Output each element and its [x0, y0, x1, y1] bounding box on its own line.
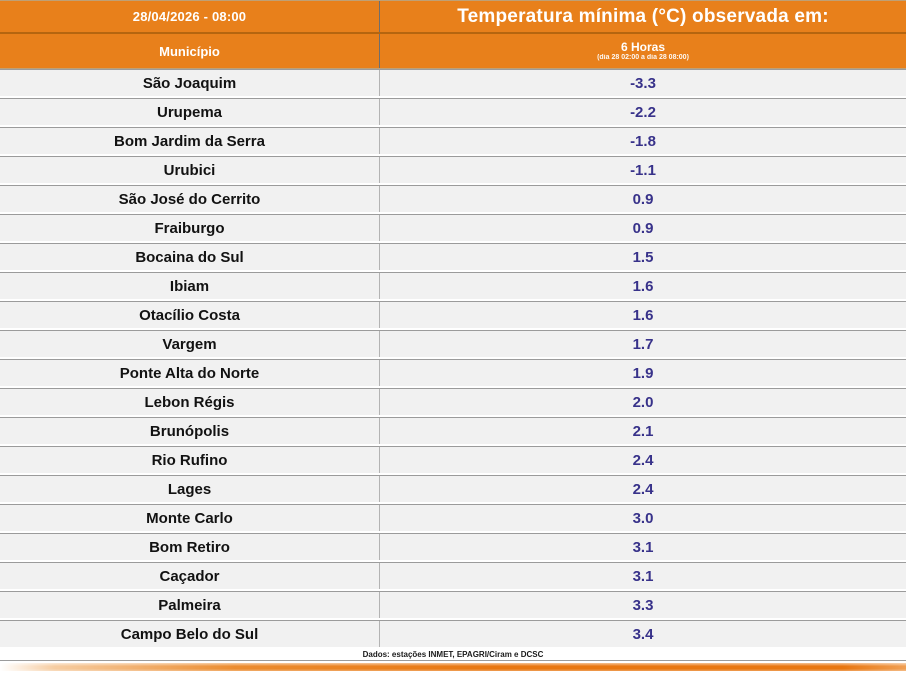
- temperature-value-cell: -3.3: [630, 74, 656, 92]
- temperature-value-cell: 0.9: [632, 190, 654, 208]
- municipality-cell: Lebon Régis: [0, 389, 380, 415]
- municipality-cell: Brunópolis: [0, 418, 380, 444]
- table-row: Palmeira 3.3: [0, 591, 906, 618]
- table-row: São José do Cerrito 0.9: [0, 185, 906, 212]
- temperature-value-cell: 1.9: [632, 364, 654, 382]
- data-rows-container: São Joaquim -3.3 Urupema -2.2 Bom Jardim…: [0, 69, 906, 647]
- report-title: Temperatura mínima (°C) observada em:: [457, 5, 829, 27]
- temperature-value-cell: 2.0: [632, 393, 654, 411]
- temperature-value-cell: 3.4: [632, 625, 654, 643]
- table-row: Bom Jardim da Serra -1.8: [0, 127, 906, 154]
- temperature-value-cell: 1.7: [632, 335, 654, 353]
- accent-bar: [0, 663, 906, 671]
- temperature-value-cell: 3.3: [632, 596, 654, 614]
- table-row: Bom Retiro 3.1: [0, 533, 906, 560]
- table-row: Caçador 3.1: [0, 562, 906, 589]
- table-row: Ibiam 1.6: [0, 272, 906, 299]
- municipality-cell: Vargem: [0, 331, 380, 357]
- municipality-cell: Lages: [0, 476, 380, 502]
- municipality-cell: Caçador: [0, 563, 380, 589]
- table-row: Urubici -1.1: [0, 156, 906, 183]
- table-row: Campo Belo do Sul 3.4: [0, 620, 906, 647]
- municipality-cell: Bom Jardim da Serra: [0, 128, 380, 154]
- temperature-value-cell: -1.1: [630, 161, 656, 179]
- table-row: Monte Carlo 3.0: [0, 504, 906, 531]
- municipality-cell: Ponte Alta do Norte: [0, 360, 380, 386]
- report-datetime: 28/04/2026 - 08:00: [132, 9, 247, 24]
- municipality-cell: Bom Retiro: [0, 534, 380, 560]
- table-row: Lebon Régis 2.0: [0, 388, 906, 415]
- table-row: São Joaquim -3.3: [0, 69, 906, 96]
- column-header-municipio: Município: [0, 34, 380, 68]
- temperature-value-cell: 3.1: [632, 567, 654, 585]
- table-row: Vargem 1.7: [0, 330, 906, 357]
- temperature-value-cell: 2.4: [632, 480, 654, 498]
- municipio-column-label: Município: [159, 43, 220, 59]
- temperature-value-cell: 1.6: [632, 306, 654, 324]
- header-title-cell: Temperatura mínima (°C) observada em:: [380, 1, 906, 32]
- municipality-cell: Ibiam: [0, 273, 380, 299]
- municipality-cell: Fraiburgo: [0, 215, 380, 241]
- table-row: Urupema -2.2: [0, 98, 906, 125]
- municipality-cell: Bocaina do Sul: [0, 244, 380, 270]
- column-header-period: 6 Horas (dia 28 02:00 a dia 28 08:00): [380, 34, 906, 68]
- table-row: Brunópolis 2.1: [0, 417, 906, 444]
- municipality-cell: Otacílio Costa: [0, 302, 380, 328]
- municipality-cell: São José do Cerrito: [0, 186, 380, 212]
- table-row: Rio Rufino 2.4: [0, 446, 906, 473]
- municipality-cell: Urubici: [0, 157, 380, 183]
- data-source-row: Dados: estações INMET, EPAGRI/Ciram e DC…: [0, 649, 906, 661]
- temperature-value-cell: -1.8: [630, 132, 656, 150]
- temperature-value-cell: 3.1: [632, 538, 654, 556]
- municipality-cell: Campo Belo do Sul: [0, 621, 380, 647]
- municipality-cell: Rio Rufino: [0, 447, 380, 473]
- temperature-value-cell: 1.6: [632, 277, 654, 295]
- municipality-cell: Urupema: [0, 99, 380, 125]
- table-row: Fraiburgo 0.9: [0, 214, 906, 241]
- data-source-note: Dados: estações INMET, EPAGRI/Ciram e DC…: [362, 650, 544, 659]
- temperature-value-cell: 2.4: [632, 451, 654, 469]
- header-title-row: 28/04/2026 - 08:00 Temperatura mínima (°…: [0, 1, 906, 34]
- temperature-value-cell: 2.1: [632, 422, 654, 440]
- temperature-value-cell: -2.2: [630, 103, 656, 121]
- column-header-row: Município 6 Horas (dia 28 02:00 a dia 28…: [0, 34, 906, 69]
- period-column-label: 6 Horas: [620, 39, 666, 54]
- table-row: Otacílio Costa 1.6: [0, 301, 906, 328]
- table-row: Bocaina do Sul 1.5: [0, 243, 906, 270]
- municipality-cell: Palmeira: [0, 592, 380, 618]
- municipality-cell: São Joaquim: [0, 70, 380, 96]
- table-row: Ponte Alta do Norte 1.9: [0, 359, 906, 386]
- table-row: Lages 2.4: [0, 475, 906, 502]
- temperature-value-cell: 3.0: [632, 509, 654, 527]
- temperature-value-cell: 0.9: [632, 219, 654, 237]
- municipality-cell: Monte Carlo: [0, 505, 380, 531]
- temperature-value-cell: 1.5: [632, 248, 654, 266]
- header-datetime-cell: 28/04/2026 - 08:00: [0, 1, 380, 32]
- period-detail-label: (dia 28 02:00 a dia 28 08:00): [597, 53, 689, 61]
